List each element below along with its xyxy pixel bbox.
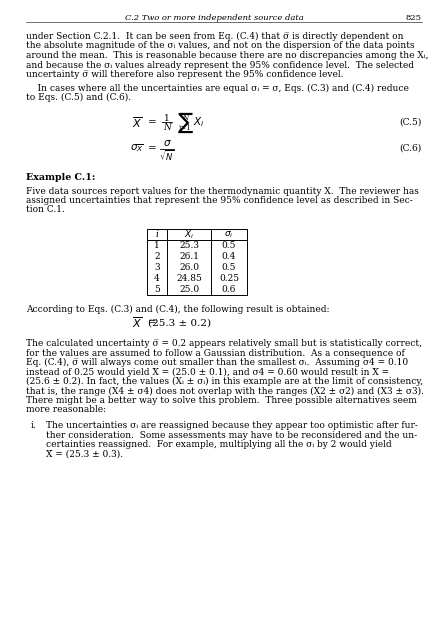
Text: to Eqs. (C.5) and (C.6).: to Eqs. (C.5) and (C.6). [26,93,131,102]
Text: 0.25: 0.25 [219,274,239,283]
Text: The uncertainties σᵢ are reassigned because they appear too optimistic after fur: The uncertainties σᵢ are reassigned beca… [46,421,418,430]
Text: 1: 1 [154,241,160,250]
Text: 1: 1 [164,114,170,123]
Text: 0.6: 0.6 [222,285,236,294]
Text: (25.6 ± 0.2). In fact, the values (Xᵢ ± σᵢ) in this example are at the limit of : (25.6 ± 0.2). In fact, the values (Xᵢ ± … [26,377,423,386]
Text: C.2 Two or more independent source data: C.2 Two or more independent source data [125,14,303,22]
Text: 0.5: 0.5 [222,263,236,272]
Text: $\sigma$: $\sigma$ [163,138,172,148]
Text: around the mean.  This is reasonable because there are no discrepancies among th: around the mean. This is reasonable beca… [26,51,428,60]
Text: the absolute magnitude of the σᵢ values, and not on the dispersion of the data p: the absolute magnitude of the σᵢ values,… [26,42,415,51]
Text: =: = [148,144,156,153]
Text: $\sigma_{\overline{X}}$: $\sigma_{\overline{X}}$ [130,143,144,154]
Text: under Section C.2.1.  It can be seen from Eq. (C.4) that σ̅ is directly dependen: under Section C.2.1. It can be seen from… [26,32,404,41]
Text: 4: 4 [154,274,160,283]
Text: 825: 825 [406,14,422,22]
Text: Eq. (C.4), σ̅ will always come out smaller than the smallest σᵢ.  Assuming σ4 = : Eq. (C.4), σ̅ will always come out small… [26,358,408,367]
Text: for the values are assumed to follow a Gaussian distribution.  As a consequence : for the values are assumed to follow a G… [26,349,405,358]
Text: X̅ = (25.3 ± 0.3).: X̅ = (25.3 ± 0.3). [46,449,123,458]
Text: According to Eqs. (C.3) and (C.4), the following result is obtained:: According to Eqs. (C.3) and (C.4), the f… [26,305,329,314]
Text: (C.6): (C.6) [400,144,422,153]
Text: $\sqrt{N}$: $\sqrt{N}$ [159,148,175,163]
Text: $\sum$: $\sum$ [177,110,194,134]
Text: 5: 5 [154,285,160,294]
Text: 26.1: 26.1 [179,252,199,261]
Text: =: = [148,319,156,328]
Text: $\sigma_i$: $\sigma_i$ [224,229,234,240]
Text: uncertainty σ̅ will therefore also represent the 95% confidence level.: uncertainty σ̅ will therefore also repre… [26,70,344,79]
Text: 25.3: 25.3 [179,241,199,250]
Text: 3: 3 [154,263,160,272]
Text: Example C.1:: Example C.1: [26,173,95,182]
Text: tion C.1.: tion C.1. [26,205,65,214]
Text: $\overline{X}$: $\overline{X}$ [132,316,142,330]
Text: =: = [148,118,156,127]
Text: In cases where all the uncertainties are equal σᵢ = σ, Eqs. (C.3) and (C.4) redu: In cases where all the uncertainties are… [26,83,409,93]
Text: 26.0: 26.0 [179,263,199,272]
Text: 0.5: 0.5 [222,241,236,250]
Text: that is, the range (X4 ± σ4) does not overlap with the ranges (X2 ± σ2) and (X3 : that is, the range (X4 ± σ4) does not ov… [26,387,424,396]
Text: $\overline{X}$: $\overline{X}$ [132,115,142,130]
Text: There might be a better way to solve this problem.  Three possible alternatives : There might be a better way to solve thi… [26,396,417,405]
Text: i.: i. [30,421,36,430]
Text: 2: 2 [154,252,160,261]
Text: $X_i$: $X_i$ [193,116,205,129]
Text: The calculated uncertainty σ̅ = 0.2 appears relatively small but is statisticall: The calculated uncertainty σ̅ = 0.2 appe… [26,339,422,348]
Text: more reasonable:: more reasonable: [26,406,106,415]
Text: i=1: i=1 [179,125,191,132]
Text: $X_i$: $X_i$ [184,228,194,241]
Bar [147,229,247,295]
Text: and because the σᵢ values already represent the 95% confidence level.  The selec: and because the σᵢ values already repres… [26,61,414,70]
Text: 0.4: 0.4 [222,252,236,261]
Text: (C.5): (C.5) [400,118,422,127]
Text: certainties reassigned.  For example, multiplying all the σᵢ by 2 would yield: certainties reassigned. For example, mul… [46,440,392,449]
Text: Five data sources report values for the thermodynamic quantity X.  The reviewer : Five data sources report values for the … [26,186,419,195]
Text: (25.3 ± 0.2): (25.3 ± 0.2) [148,319,211,328]
Text: 25.0: 25.0 [179,285,199,294]
Text: ther consideration.  Some assessments may have to be reconsidered and the un-: ther consideration. Some assessments may… [46,431,417,440]
Text: instead of 0.25 would yield X̅ = (25.0 ± 0.1), and σ4 = 0.60 would result in X̅ : instead of 0.25 would yield X̅ = (25.0 ±… [26,367,389,376]
Text: N: N [182,113,188,122]
Text: i: i [155,230,159,239]
Text: N: N [163,122,171,131]
Text: assigned uncertainties that represent the 95% confidence level as described in S: assigned uncertainties that represent th… [26,196,413,205]
Text: 24.85: 24.85 [176,274,202,283]
